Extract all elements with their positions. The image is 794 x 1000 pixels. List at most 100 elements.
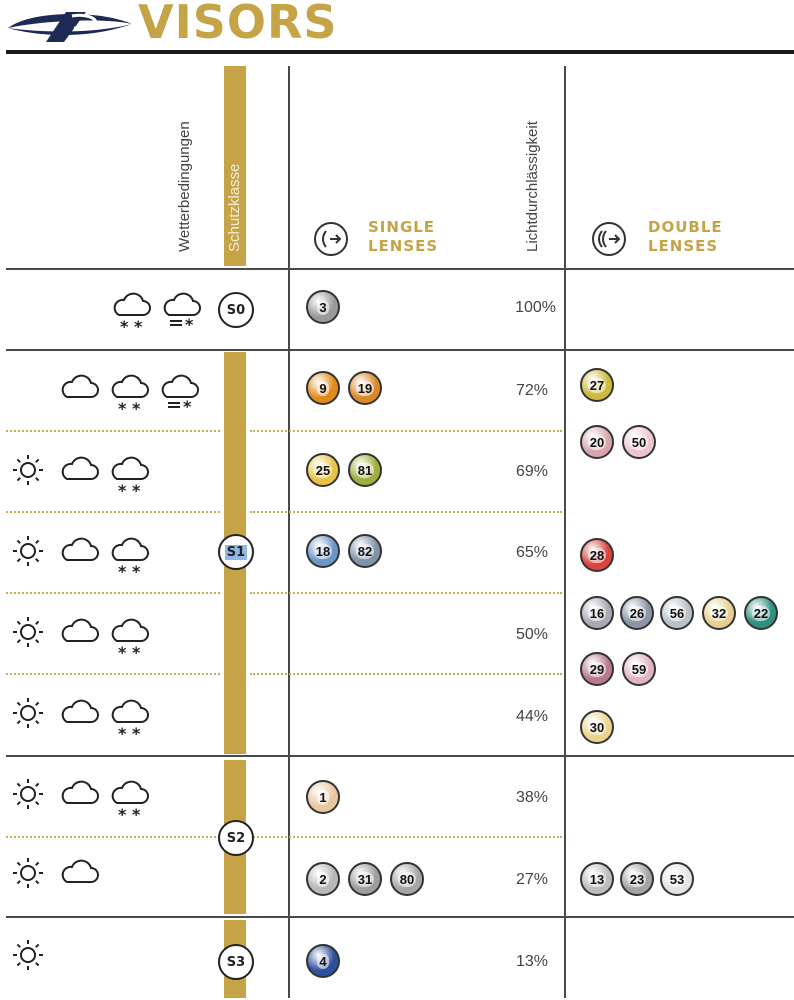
- class-badge-label: S1: [224, 544, 248, 560]
- lens-number: 27: [587, 377, 607, 393]
- svg-text:* *: * *: [118, 724, 141, 743]
- lens-number: 16: [587, 605, 607, 621]
- fog-snow-cloud-icon: *: [163, 292, 201, 334]
- lens-number: 19: [355, 380, 375, 396]
- dotted-separator: [250, 673, 562, 675]
- svg-text:* *: * *: [118, 399, 141, 418]
- svg-text:* *: * *: [118, 805, 141, 824]
- lens-number: 25: [313, 462, 333, 478]
- lens-badge: 80: [390, 862, 424, 896]
- lens-number: 59: [629, 661, 649, 677]
- lens-badge: 20: [580, 425, 614, 459]
- class-badge-s1: S1: [218, 534, 254, 570]
- lens-badge: 32: [702, 596, 736, 630]
- cloud-icon: [61, 699, 99, 723]
- lens-number: 50: [629, 434, 649, 450]
- svg-text:* *: * *: [118, 562, 141, 581]
- lens-number: 56: [667, 605, 687, 621]
- page-title: VISORS: [138, 0, 338, 49]
- cloud-icon: [61, 618, 99, 642]
- transmission-value: 27%: [515, 871, 548, 888]
- lens-badge: 3: [306, 290, 340, 324]
- snow-cloud-icon: * *: [111, 537, 149, 581]
- transmission-value: 65%: [515, 544, 548, 561]
- lens-badge: 50: [622, 425, 656, 459]
- transmission-value: 69%: [515, 463, 548, 480]
- sun-icon: [13, 455, 43, 485]
- class-badge-s2: S2: [218, 820, 254, 856]
- column-divider-1: [288, 66, 290, 998]
- lens-number: 81: [355, 462, 375, 478]
- class-badge-label: S0: [226, 302, 246, 318]
- sun-icon: [13, 858, 43, 888]
- lens-number: 31: [355, 871, 375, 887]
- weather-column-label: Wetterbedingungen: [176, 121, 193, 252]
- double-lenses-heading: DOUBLE LENSES: [648, 218, 723, 256]
- class-bar-header: [224, 66, 246, 266]
- svg-text:*: *: [185, 315, 194, 334]
- transmission-value: 100%: [515, 299, 556, 316]
- lens-number: 1: [317, 789, 329, 805]
- svg-text:* *: * *: [118, 643, 141, 662]
- row-divider-s2: [6, 916, 794, 918]
- single-heading-line-1: SINGLE: [368, 218, 436, 236]
- single-heading-line-2: LENSES: [368, 237, 439, 255]
- transmission-value: 50%: [515, 626, 548, 643]
- dotted-separator: [6, 511, 220, 513]
- sun-icon: [13, 617, 43, 647]
- fog-snow-cloud-icon: *: [161, 374, 199, 416]
- dotted-separator: [250, 836, 562, 838]
- lens-number: 53: [667, 871, 687, 887]
- lens-badge: 4: [306, 944, 340, 978]
- lens-badge: 22: [744, 596, 778, 630]
- lens-badge: 29: [580, 652, 614, 686]
- dotted-separator: [6, 592, 220, 594]
- double-heading-line-2: LENSES: [648, 237, 719, 255]
- class-badge-label: S2: [226, 830, 246, 846]
- dotted-separator: [250, 592, 562, 594]
- lens-badge: 28: [580, 538, 614, 572]
- lens-badge: 81: [348, 453, 382, 487]
- transmission-value: 72%: [515, 382, 548, 399]
- lens-number: 28: [587, 547, 607, 563]
- lens-number: 26: [627, 605, 647, 621]
- cloud-icon: [61, 456, 99, 480]
- double-heading-line-1: DOUBLE: [648, 218, 723, 236]
- lens-number: 18: [313, 543, 333, 559]
- single-lenses-heading: SINGLE LENSES: [368, 218, 438, 256]
- lens-badge: 53: [660, 862, 694, 896]
- dotted-separator: [6, 430, 220, 432]
- lens-badge: 9: [306, 371, 340, 405]
- sun-icon: [13, 536, 43, 566]
- lens-number: 29: [587, 661, 607, 677]
- lens-badge: 1: [306, 780, 340, 814]
- lens-badge: 23: [620, 862, 654, 896]
- lens-badge: 27: [580, 368, 614, 402]
- lens-badge: 18: [306, 534, 340, 568]
- snow-cloud-icon: * *: [111, 699, 149, 743]
- sun-icon: [13, 779, 43, 809]
- svg-text:* *: * *: [120, 317, 143, 336]
- svg-text:* *: * *: [118, 481, 141, 500]
- column-divider-2: [564, 66, 566, 998]
- row-divider-header: [6, 268, 794, 270]
- brand-logo-icon: [8, 12, 132, 42]
- lens-number: 80: [397, 871, 417, 887]
- lens-badge: 26: [620, 596, 654, 630]
- lens-number: 30: [587, 719, 607, 735]
- lens-number: 82: [355, 543, 375, 559]
- lens-number: 4: [317, 953, 329, 969]
- row-divider-s0: [6, 349, 794, 351]
- lens-number: 22: [751, 605, 771, 621]
- lens-badge: 59: [622, 652, 656, 686]
- double-lens-icon: [592, 222, 626, 256]
- snow-cloud-icon: * *: [111, 456, 149, 500]
- lens-badge: 25: [306, 453, 340, 487]
- header-rule: [6, 50, 794, 54]
- transmission-value: 13%: [515, 953, 548, 970]
- class-badge-s3: S3: [218, 944, 254, 980]
- lens-number: 3: [317, 299, 329, 315]
- lens-badge: 2: [306, 862, 340, 896]
- lens-number: 20: [587, 434, 607, 450]
- dotted-separator: [250, 430, 562, 432]
